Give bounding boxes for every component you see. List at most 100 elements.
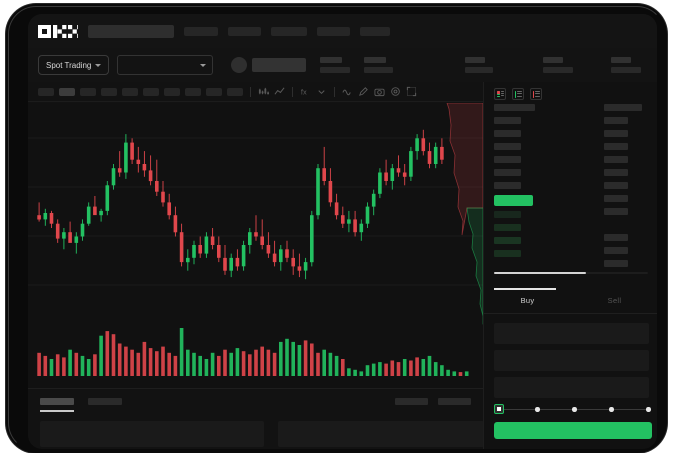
- slider-stop-75[interactable]: [609, 407, 614, 412]
- amount-slider[interactable]: [494, 404, 652, 414]
- tab-buy-label: Buy: [520, 296, 535, 305]
- orderbook-ask-row[interactable]: [494, 182, 521, 189]
- nav-item-0[interactable]: [184, 26, 218, 36]
- camera-icon[interactable]: [374, 86, 385, 97]
- trading-mode-selector[interactable]: Spot Trading: [38, 55, 110, 75]
- pair-avatar: [231, 57, 248, 73]
- orderbook-right-row[interactable]: [604, 195, 628, 202]
- orderbook-ask-row[interactable]: [494, 169, 521, 176]
- nav-item-2[interactable]: [271, 26, 307, 36]
- orderbook-right-row[interactable]: [604, 234, 628, 241]
- orders-tab-1[interactable]: [88, 398, 122, 405]
- timeframe-2[interactable]: [80, 87, 96, 96]
- timeframe-7[interactable]: [185, 87, 201, 96]
- orders-tab-indicator: [40, 410, 74, 412]
- stat-label: [364, 57, 387, 63]
- pair-selector[interactable]: [117, 55, 214, 75]
- orderbook-asks-icon[interactable]: [530, 88, 542, 100]
- timeframe-5[interactable]: [143, 87, 159, 96]
- price-chart[interactable]: [28, 103, 483, 388]
- orderbook-both-icon[interactable]: [494, 88, 506, 100]
- timeframe-0[interactable]: [38, 87, 54, 96]
- nav-item-1[interactable]: [228, 26, 261, 36]
- okx-logo-icon[interactable]: [38, 24, 78, 38]
- stat-label: [465, 57, 486, 63]
- orders-action-0[interactable]: [395, 398, 428, 405]
- stat-group-2: [465, 57, 494, 73]
- nav-item-4[interactable]: [360, 26, 390, 36]
- slider-stop-100[interactable]: [646, 407, 651, 412]
- orderbook-rows[interactable]: [484, 104, 657, 284]
- indicator-icon[interactable]: fx: [300, 86, 311, 97]
- orderbook-bid-row[interactable]: [494, 237, 521, 244]
- orderbook-scrollbar-thumb[interactable]: [494, 272, 586, 274]
- orderbook-ask-row[interactable]: [494, 156, 521, 163]
- timeframe-8[interactable]: [206, 87, 222, 96]
- orders-tab-0[interactable]: [40, 398, 74, 405]
- order-field-1[interactable]: [494, 350, 649, 371]
- orderbook-right-row[interactable]: [604, 130, 628, 137]
- orders-panel: [28, 388, 484, 449]
- tab-sell[interactable]: Sell: [571, 288, 657, 313]
- timeframe-4[interactable]: [122, 87, 138, 96]
- tab-buy-indicator: [494, 288, 556, 290]
- orderbook-ask-row[interactable]: [494, 130, 521, 137]
- timeframe-9[interactable]: [227, 87, 243, 96]
- orders-card-0[interactable]: [40, 421, 264, 447]
- orderbook-right-row[interactable]: [604, 247, 628, 254]
- orders-actions: [395, 398, 471, 405]
- orderbook-right-row[interactable]: [604, 182, 628, 189]
- orderbook-panel: Buy Sell: [483, 82, 657, 449]
- orderbook-left-column: [494, 104, 535, 257]
- slider-handle[interactable]: [494, 404, 504, 414]
- chevron-down-icon: [200, 63, 207, 67]
- order-field-0[interactable]: [494, 323, 649, 344]
- stat-group-3: [543, 57, 574, 73]
- search-input[interactable]: [88, 24, 174, 38]
- stat-label: [611, 57, 632, 63]
- orderbook-bid-row[interactable]: [494, 224, 521, 231]
- orderbook-view-toggles: [484, 82, 657, 104]
- orderbook-last-price-row[interactable]: [494, 195, 533, 206]
- stat-value: [543, 67, 574, 73]
- slider-stop-50[interactable]: [572, 407, 577, 412]
- candlestick-chart-icon[interactable]: [258, 86, 269, 97]
- stat-value: [465, 67, 494, 73]
- last-price-value: [252, 58, 307, 72]
- timeframe-1[interactable]: [59, 87, 75, 96]
- orders-card-1[interactable]: [278, 421, 484, 447]
- stat-value: [364, 67, 394, 73]
- instrument-header: Spot Trading: [28, 48, 657, 82]
- wave-icon[interactable]: [342, 86, 353, 97]
- nav-item-3[interactable]: [317, 26, 350, 36]
- pencil-icon[interactable]: [358, 86, 369, 97]
- orderbook-right-row[interactable]: [604, 117, 628, 124]
- timeframe-6[interactable]: [164, 87, 180, 96]
- chevron-down-icon[interactable]: [316, 86, 327, 97]
- orderbook-bid-row[interactable]: [494, 211, 521, 218]
- timeframe-3[interactable]: [101, 87, 117, 96]
- order-field-2[interactable]: [494, 377, 649, 398]
- orderbook-ask-row[interactable]: [494, 143, 521, 150]
- line-chart-icon[interactable]: [274, 86, 285, 97]
- device-bezel: Spot Trading: [6, 4, 667, 453]
- orders-action-1[interactable]: [438, 398, 471, 405]
- svg-text:fx: fx: [301, 87, 307, 96]
- orderbook-bid-row[interactable]: [494, 250, 521, 257]
- orderbook-scrollbar[interactable]: [494, 272, 648, 274]
- orderbook-right-row[interactable]: [604, 143, 628, 150]
- orderbook-right-row[interactable]: [604, 208, 628, 215]
- settings-icon[interactable]: [390, 86, 401, 97]
- orderbook-right-row[interactable]: [604, 156, 628, 163]
- submit-buy-button[interactable]: [494, 422, 652, 439]
- orderbook-right-row[interactable]: [604, 260, 628, 267]
- tab-buy[interactable]: Buy: [484, 288, 571, 313]
- orders-tab-list: [40, 398, 122, 405]
- orderbook-ask-row[interactable]: [494, 117, 521, 124]
- slider-stop-25[interactable]: [535, 407, 540, 412]
- orderbook-header-right: [604, 104, 642, 111]
- fullscreen-icon[interactable]: [406, 86, 417, 97]
- orderbook-right-row[interactable]: [604, 169, 628, 176]
- orderbook-bids-icon[interactable]: [512, 88, 524, 100]
